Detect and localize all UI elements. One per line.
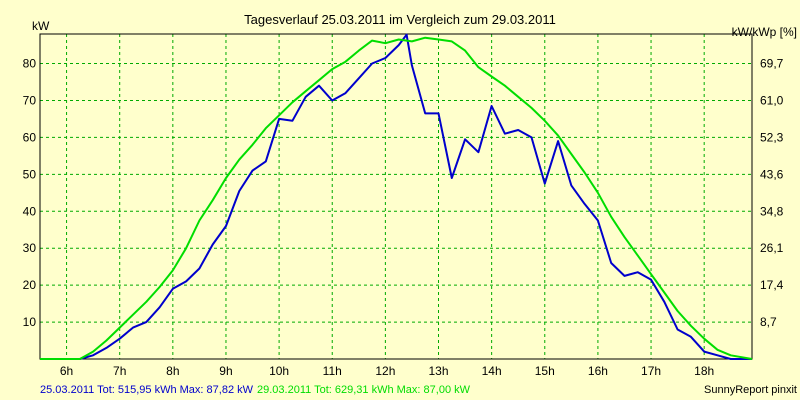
y-tick-label-left: 10 <box>23 315 37 329</box>
series-line-1 <box>40 33 752 360</box>
x-tick-label: 15h <box>535 364 555 378</box>
x-tick-label: 11h <box>323 364 342 378</box>
y-tick-label-left: 60 <box>23 130 37 144</box>
legend-series-1: 25.03.2011 Tot: 515,95 kWh Max: 87,82 kW <box>40 384 254 396</box>
x-tick-label: 17h <box>641 364 661 378</box>
y-tick-label-right: 17,4 <box>760 278 784 292</box>
x-tick-label: 16h <box>588 364 608 378</box>
chart-title: Tagesverlauf 25.03.2011 im Vergleich zum… <box>244 12 556 27</box>
y-tick-label-right: 61,0 <box>760 93 784 107</box>
plot-frame <box>39 33 753 360</box>
y-axis-label-right: kW/kWp [%] <box>732 25 797 39</box>
y-tick-label-left: 50 <box>23 167 37 181</box>
legend-series-2: 29.03.2011 Tot: 629,31 kWh Max: 87,00 kW <box>257 384 471 396</box>
y-tick-label-right: 34,8 <box>760 204 784 218</box>
y-axis-label-left: kW <box>32 19 50 33</box>
y-tick-label-left: 30 <box>23 241 37 255</box>
y-tick-label-right: 8,7 <box>760 315 777 329</box>
y-tick-label-left: 70 <box>23 93 37 107</box>
x-tick-label: 14h <box>482 364 502 378</box>
y-tick-label-right: 52,3 <box>760 130 784 144</box>
y-tick-label-left: 80 <box>23 57 37 71</box>
x-tick-label: 10h <box>269 364 289 378</box>
y-tick-label-right: 26,1 <box>760 241 784 255</box>
x-tick-label: 7h <box>113 364 126 378</box>
series-line-2 <box>40 36 753 360</box>
x-tick-label: 18h <box>694 364 714 378</box>
y-tick-label-right: 43,6 <box>760 167 784 181</box>
x-tick-label: 8h <box>166 364 179 378</box>
x-tick-label: 9h <box>219 364 232 378</box>
brand-label: SunnyReport pinxit <box>704 384 797 396</box>
y-tick-label-left: 40 <box>23 204 37 218</box>
x-tick-label: 13h <box>428 364 448 378</box>
x-tick-label: 12h <box>375 364 395 378</box>
plot-area <box>40 34 752 359</box>
y-tick-label-left: 20 <box>23 278 37 292</box>
x-tick-label: 6h <box>60 364 73 378</box>
y-tick-label-right: 69,7 <box>760 57 784 71</box>
